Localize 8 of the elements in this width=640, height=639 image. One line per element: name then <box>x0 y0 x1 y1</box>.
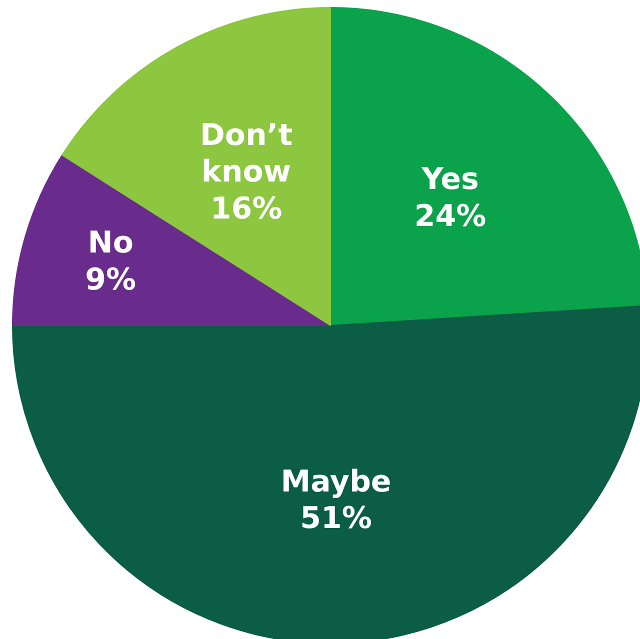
data-label: 16% <box>210 191 282 226</box>
slice-label: Don’t know <box>200 118 293 190</box>
data-label: 24% <box>414 198 486 234</box>
slice-label: Yes <box>420 162 479 198</box>
data-label: 9% <box>85 262 136 298</box>
slice-label: Maybe <box>280 464 392 500</box>
slice-label: No <box>88 226 134 261</box>
data-label: 51% <box>300 501 372 536</box>
